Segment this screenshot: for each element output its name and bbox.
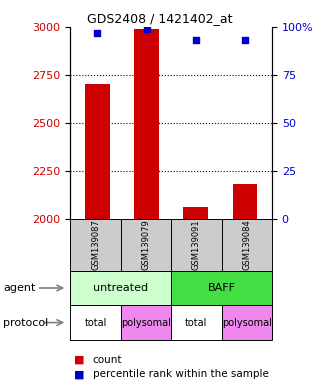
Text: GDS2408 / 1421402_at: GDS2408 / 1421402_at xyxy=(87,12,233,25)
Text: ■: ■ xyxy=(74,355,84,365)
Text: GSM139084: GSM139084 xyxy=(242,219,251,270)
Text: agent: agent xyxy=(3,283,36,293)
Text: total: total xyxy=(185,318,208,328)
Text: untreated: untreated xyxy=(93,283,148,293)
Text: polysomal: polysomal xyxy=(121,318,171,328)
Text: GSM139091: GSM139091 xyxy=(192,220,201,270)
Point xyxy=(144,26,149,32)
Text: GSM139079: GSM139079 xyxy=(141,219,150,270)
Text: polysomal: polysomal xyxy=(222,318,272,328)
Point xyxy=(193,37,198,43)
Bar xyxy=(85,84,110,219)
Text: GSM139087: GSM139087 xyxy=(91,219,100,270)
Point xyxy=(95,30,100,36)
Text: protocol: protocol xyxy=(3,318,48,328)
Bar xyxy=(183,207,208,219)
Text: count: count xyxy=(93,355,122,365)
Bar xyxy=(134,29,159,219)
Text: percentile rank within the sample: percentile rank within the sample xyxy=(93,369,269,379)
Text: total: total xyxy=(84,318,107,328)
Text: ■: ■ xyxy=(74,369,84,379)
Text: BAFF: BAFF xyxy=(208,283,236,293)
Point xyxy=(242,37,247,43)
Bar xyxy=(233,184,257,219)
